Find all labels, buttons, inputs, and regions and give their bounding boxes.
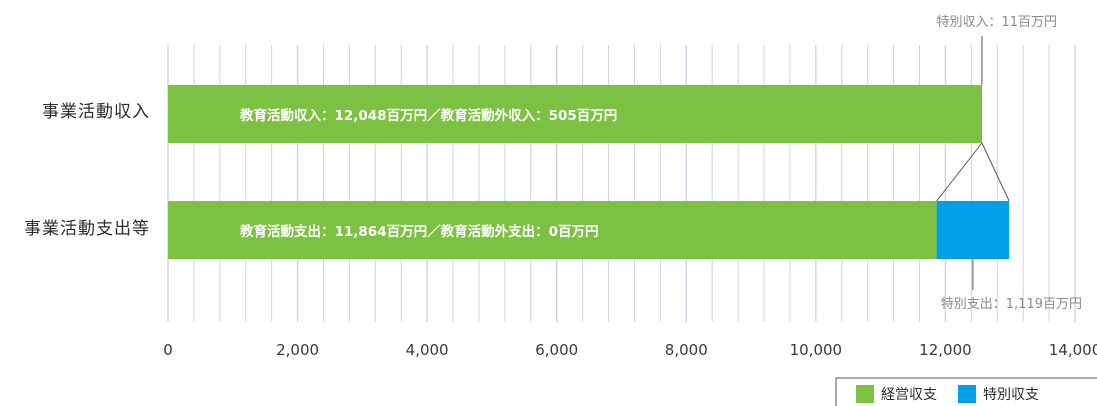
special-expense-annotation: 特別支出：1,119百万円: [941, 297, 1082, 312]
x-tick-label: 0: [163, 341, 173, 359]
bar-segment-special-expense: [936, 201, 1010, 259]
x-tick-label: 4,000: [406, 341, 449, 359]
x-tick-label: 6,000: [535, 341, 578, 359]
bracket-line-left: [936, 142, 983, 202]
bar-label-income: 教育活動収入：12,048百万円／教育活動外収入：505百万円: [240, 107, 617, 124]
legend-label-operating: 経営収支: [881, 387, 937, 403]
x-tick-label: 2,000: [276, 341, 319, 359]
legend-swatch-operating: [856, 385, 874, 403]
bar-segment-operating-income: [168, 85, 982, 143]
bars: [168, 85, 1010, 259]
legend-swatch-special: [958, 385, 976, 403]
x-tick-label: 12,000: [919, 341, 972, 359]
category-label-income: 事業活動収入: [42, 102, 150, 122]
legend-label-special: 特別収支: [983, 387, 1039, 403]
special-income-annotation: 特別収入：11百万円: [936, 15, 1057, 30]
x-tick-label: 8,000: [665, 341, 708, 359]
x-tick-label: 14,000: [1049, 341, 1097, 359]
callout-lines: [936, 36, 1010, 290]
legend: 経営収支 特別収支: [835, 377, 1097, 406]
x-axis-ticks: 0 2,000 4,000 6,000 8,000 10,000 12,000 14,000: [163, 341, 1097, 359]
bar-segment-special-income: [981, 85, 982, 143]
bracket-line-right: [981, 142, 1010, 202]
bar-segment-operating-expense: [168, 201, 937, 259]
x-tick-label: 10,000: [790, 341, 843, 359]
category-label-expense: 事業活動支出等: [24, 219, 150, 239]
bar-label-expense: 教育活動支出：11,864百万円／教育活動外支出：0百万円: [240, 223, 599, 240]
